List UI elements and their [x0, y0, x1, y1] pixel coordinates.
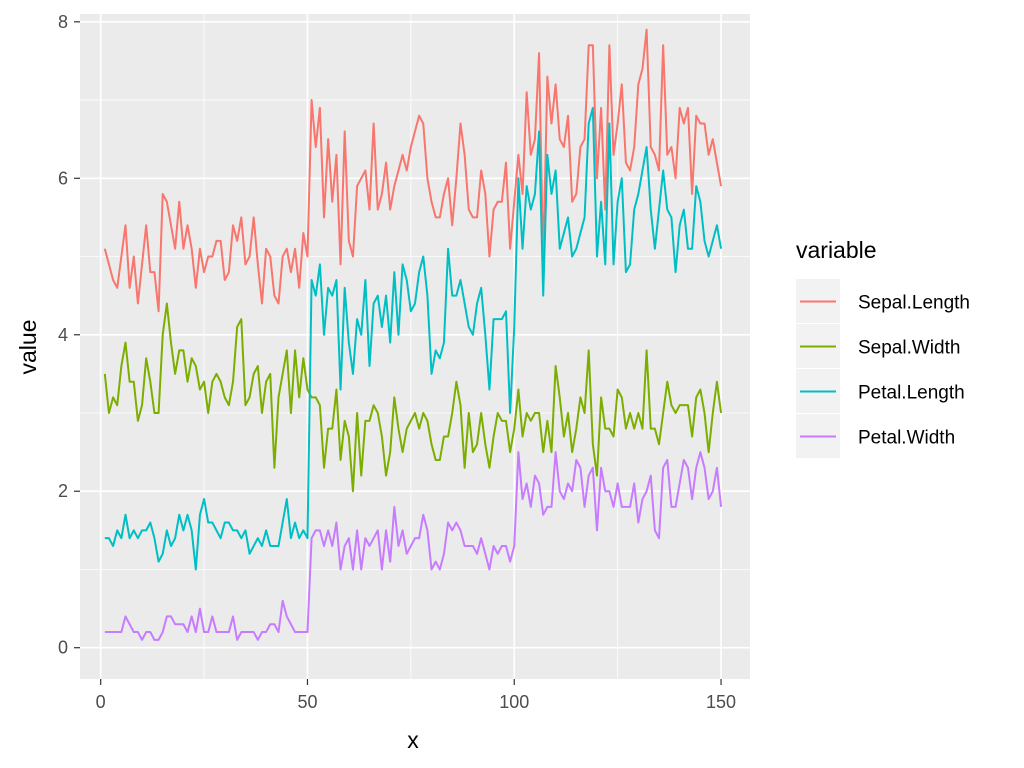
- series-line-petal-length: [104, 106, 723, 571]
- legend-label-sepal-width: Sepal.Width: [858, 338, 960, 359]
- y-tick-label: 8: [58, 12, 68, 32]
- x-tick-label: 150: [706, 692, 736, 712]
- x-tick-label: 100: [499, 692, 529, 712]
- y-tick-label: 2: [58, 481, 68, 501]
- legend-label-petal-length: Petal.Length: [858, 383, 965, 404]
- series-line-sepal-width: [103, 302, 723, 493]
- legend-label-petal-width: Petal.Width: [858, 428, 955, 449]
- x-tick-label: 0: [96, 692, 106, 712]
- y-axis-title: value: [15, 320, 41, 375]
- legend: variable Sepal.Length Sepal.Width Petal.Le…: [796, 237, 970, 458]
- series-line-sepal-length: [103, 28, 723, 313]
- x-axis-title: x: [407, 727, 419, 753]
- y-tick-label: 6: [58, 168, 68, 188]
- legend-label-sepal-length: Sepal.Length: [858, 293, 970, 314]
- x-axis-ticks: 0 50 100 150: [96, 679, 736, 712]
- series-lines: [103, 28, 723, 641]
- y-tick-label: 0: [58, 638, 68, 658]
- series-line-petal-width: [104, 451, 723, 641]
- legend-title: variable: [796, 237, 877, 263]
- y-axis-ticks: 0 2 4 6 8: [58, 12, 80, 658]
- plot-panel: [80, 14, 750, 679]
- x-tick-label: 50: [297, 692, 317, 712]
- y-tick-label: 4: [58, 325, 68, 345]
